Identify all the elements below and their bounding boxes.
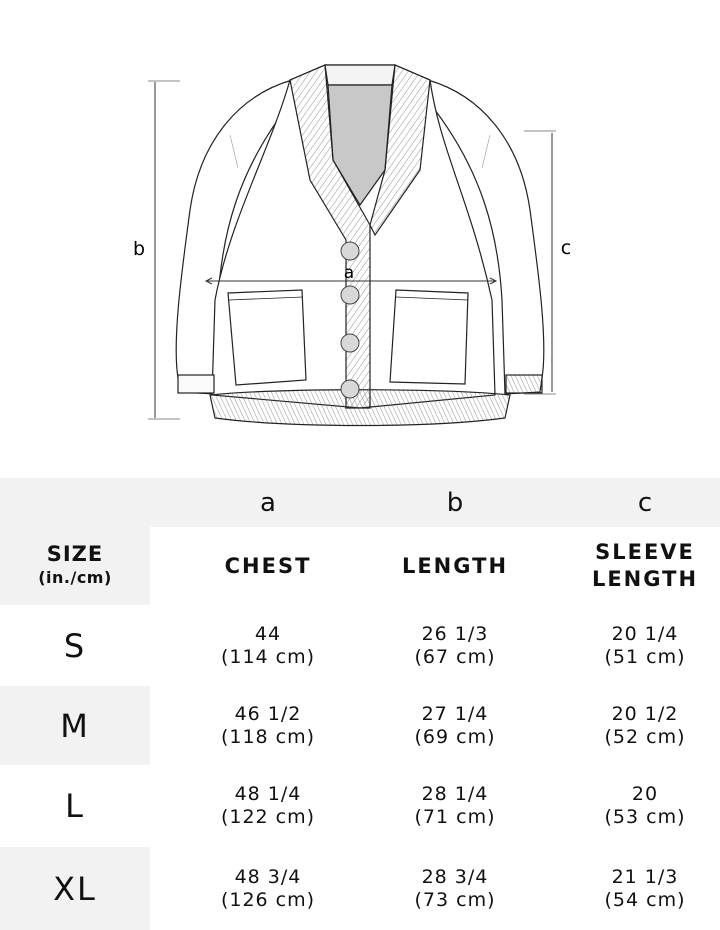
chest-l: 48 1/4 (122 cm) bbox=[170, 765, 366, 847]
column-letter-c: c bbox=[637, 487, 653, 518]
size-header-title: SIZE bbox=[46, 542, 104, 566]
chest-s: 44 (114 cm) bbox=[170, 605, 366, 686]
header-sleeve-length: SLEEVE LENGTH bbox=[591, 540, 699, 591]
value-in: 20 bbox=[631, 783, 659, 805]
value-cm: (122 cm) bbox=[220, 806, 316, 828]
right-cuff bbox=[505, 374, 543, 394]
value-in: 26 1/3 bbox=[421, 622, 489, 645]
value-cm: (54 cm) bbox=[604, 888, 686, 911]
value-in: 46 1/2 bbox=[234, 702, 302, 725]
value-cm: (52 cm) bbox=[604, 725, 686, 748]
value-cm: (71 cm) bbox=[414, 806, 496, 828]
label-a: a bbox=[344, 263, 354, 283]
button-icon bbox=[340, 333, 360, 353]
value-in: 48 1/4 bbox=[234, 783, 302, 805]
size-m: M bbox=[0, 686, 150, 765]
value-cm: (126 cm) bbox=[220, 888, 316, 911]
right-placket bbox=[369, 64, 431, 237]
value-cm: (118 cm) bbox=[220, 725, 316, 748]
size-xl: XL bbox=[0, 847, 150, 930]
column-letter-a: a bbox=[260, 487, 276, 518]
left-cuff bbox=[177, 374, 215, 394]
sleeve-s: 20 1/4 (51 cm) bbox=[547, 605, 720, 686]
chest-m: 46 1/2 (118 cm) bbox=[170, 686, 366, 765]
length-s: 26 1/3 (67 cm) bbox=[357, 605, 553, 686]
value-cm: (51 cm) bbox=[604, 645, 686, 668]
size-header-unit: (in./cm) bbox=[38, 568, 112, 587]
length-xl: 28 3/4 (73 cm) bbox=[357, 847, 553, 930]
sleeve-xl: 21 1/3 (54 cm) bbox=[547, 847, 720, 930]
button-icon bbox=[340, 241, 360, 261]
right-sleeve bbox=[427, 79, 545, 395]
value-in: 28 1/4 bbox=[421, 783, 489, 805]
button-icon bbox=[340, 379, 360, 399]
value-in: 28 3/4 bbox=[421, 865, 489, 888]
value-cm: (114 cm) bbox=[220, 645, 316, 668]
value-cm: (69 cm) bbox=[414, 725, 496, 748]
right-pocket bbox=[389, 289, 469, 385]
value-cm: (67 cm) bbox=[414, 645, 496, 668]
button-icon bbox=[340, 285, 360, 305]
buttons bbox=[340, 241, 360, 399]
value-cm: (73 cm) bbox=[414, 888, 496, 911]
size-s: S bbox=[63, 626, 87, 665]
chest-xl: 48 3/4 (126 cm) bbox=[170, 847, 366, 930]
length-m: 27 1/4 (69 cm) bbox=[357, 686, 553, 765]
header-length: LENGTH bbox=[401, 553, 509, 578]
length-l: 28 1/4 (71 cm) bbox=[357, 765, 553, 847]
neck-back bbox=[324, 64, 396, 86]
label-b: b bbox=[133, 238, 145, 260]
value-in: 20 1/2 bbox=[611, 702, 679, 725]
value-in: 27 1/4 bbox=[421, 702, 489, 725]
letter-row-band bbox=[0, 478, 720, 527]
header-chest: CHEST bbox=[224, 553, 312, 578]
value-in: 21 1/3 bbox=[611, 865, 679, 888]
size-l: L bbox=[65, 787, 85, 825]
size-header: SIZE (in./cm) bbox=[0, 527, 150, 605]
value-in: 20 1/4 bbox=[611, 622, 679, 645]
left-pocket bbox=[227, 289, 307, 386]
value-in: 48 3/4 bbox=[234, 865, 302, 888]
label-c: c bbox=[561, 237, 571, 259]
sleeve-m: 20 1/2 (52 cm) bbox=[547, 686, 720, 765]
cardigan-outline bbox=[175, 64, 545, 427]
value-in: 44 bbox=[254, 622, 282, 645]
dimension-lines bbox=[148, 80, 556, 420]
left-placket bbox=[289, 64, 371, 409]
sleeve-l: 20 (53 cm) bbox=[547, 765, 720, 847]
cardigan-diagram: b c a bbox=[133, 64, 571, 427]
left-sleeve bbox=[175, 79, 293, 395]
column-letter-b: b bbox=[446, 487, 464, 518]
value-cm: (53 cm) bbox=[604, 806, 686, 828]
